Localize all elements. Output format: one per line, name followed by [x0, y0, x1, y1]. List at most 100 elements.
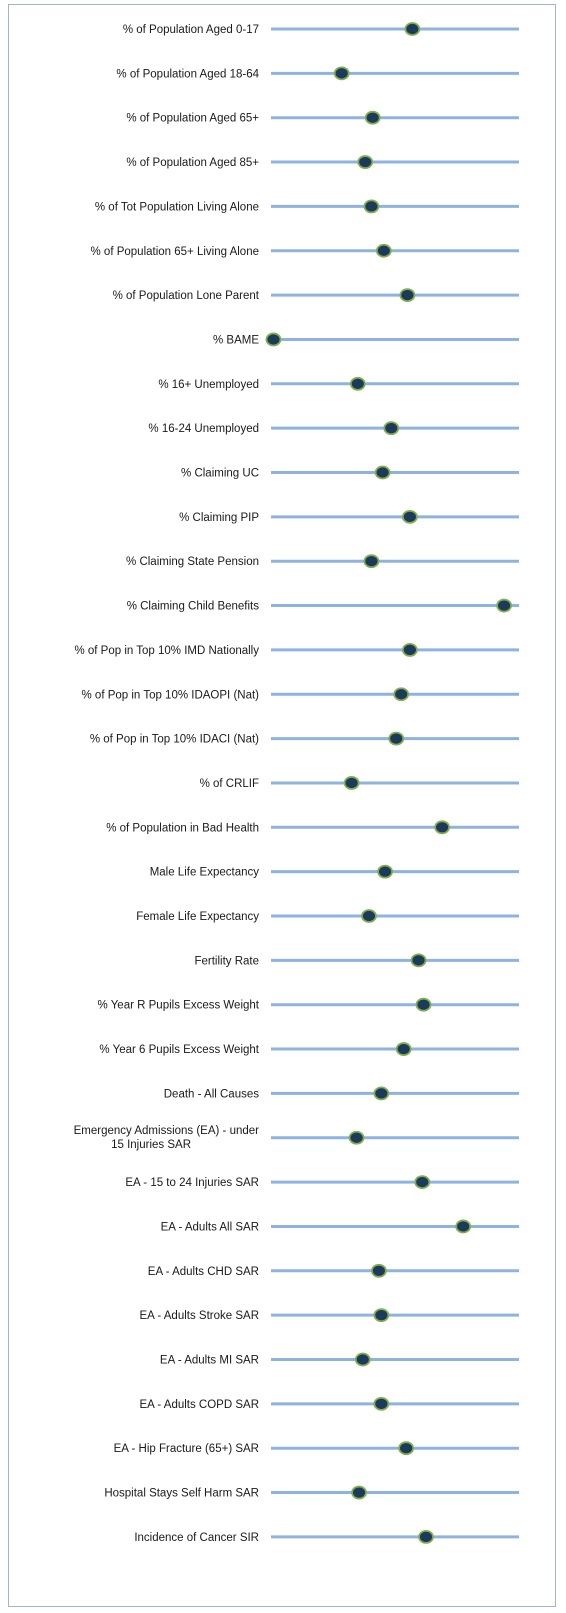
data-point	[393, 687, 410, 702]
data-point	[496, 598, 513, 613]
category-label: % Claiming Child Benefits	[127, 601, 260, 613]
dot-row: % Claiming Child Benefits	[127, 598, 519, 613]
dot-row: % of Population Aged 85+	[126, 155, 519, 169]
data-point	[418, 1530, 434, 1544]
dot-row: EA - Adults MI SAR	[160, 1352, 519, 1367]
dot-row: Hospital Stays Self Harm SAR	[104, 1485, 519, 1500]
dot-row: EA - Adults CHD SAR	[148, 1263, 519, 1278]
category-label: % of Population Aged 0-17	[123, 24, 259, 36]
category-label: Emergency Admissions (EA) - under 15 Inju…	[74, 1125, 260, 1151]
data-point	[343, 776, 360, 790]
dot-row: EA - Hip Fracture (65+) SAR	[114, 1441, 519, 1456]
dot-row: % of Population in Bad Health	[106, 820, 519, 834]
category-label: Hospital Stays Self Harm SAR	[104, 1488, 259, 1500]
data-point	[373, 1086, 390, 1101]
category-label: % of Population Lone Parent	[113, 290, 260, 302]
data-point	[374, 465, 391, 480]
category-label: % of CRLIF	[200, 778, 259, 790]
category-label: % of Population in Bad Health	[106, 822, 259, 834]
category-label: % Year 6 Pupils Excess Weight	[99, 1044, 259, 1056]
data-point	[401, 509, 418, 524]
dot-row: % of Pop in Top 10% IDAOPI (Nat)	[82, 687, 519, 702]
category-label: % Claiming PIP	[179, 512, 259, 524]
data-point	[415, 997, 432, 1012]
data-point	[399, 288, 416, 303]
dot-row: % of Pop in Top 10% IMD Nationally	[74, 643, 519, 657]
category-label: EA - Adults CHD SAR	[148, 1266, 259, 1278]
data-point	[375, 243, 392, 258]
category-label: Male Life Expectancy	[150, 867, 260, 879]
dot-row: Fertility Rate	[194, 953, 519, 968]
category-label: % of Population Aged 85+	[126, 157, 259, 169]
data-point	[398, 1441, 415, 1456]
data-point	[414, 1175, 431, 1189]
category-label: EA - Adults COPD SAR	[139, 1399, 259, 1411]
data-point	[333, 66, 350, 81]
category-label: EA - Adults All SAR	[161, 1221, 259, 1233]
dot-row: % Claiming PIP	[179, 509, 519, 524]
category-label: % Claiming UC	[181, 468, 259, 480]
data-point	[265, 332, 282, 347]
data-point	[410, 953, 427, 968]
data-point	[383, 421, 400, 436]
dot-row: % of Population 65+ Living Alone	[91, 243, 519, 258]
data-point	[363, 199, 380, 214]
category-label: % of Pop in Top 10% IDAOPI (Nat)	[82, 689, 260, 701]
data-point	[373, 1396, 390, 1411]
dot-row: Emergency Admissions (EA) - under 15 Inju…	[74, 1125, 519, 1151]
category-label: % of Population Aged 18-64	[116, 68, 259, 80]
category-label: % of Tot Population Living Alone	[95, 201, 259, 213]
data-point	[354, 1352, 371, 1367]
dot-row: % of Population Aged 65+	[126, 110, 519, 125]
category-label: % Claiming State Pension	[126, 556, 259, 568]
dot-plot-chart: % of Population Aged 0-17 % of Population…	[74, 22, 519, 1544]
dot-row: % Year 6 Pupils Excess Weight	[99, 1042, 519, 1056]
dot-row: EA - Adults Stroke SAR	[139, 1308, 519, 1323]
data-point	[349, 376, 366, 391]
data-point	[361, 909, 377, 923]
dot-row: % Year R Pupils Excess Weight	[97, 997, 519, 1012]
data-point	[455, 1219, 472, 1234]
data-point	[395, 1042, 412, 1056]
category-label: % of Population Aged 65+	[126, 113, 259, 125]
dot-row: EA - 15 to 24 Injuries SAR	[125, 1175, 519, 1189]
category-label: Incidence of Cancer SIR	[134, 1532, 259, 1544]
dot-row: % of Tot Population Living Alone	[95, 199, 519, 214]
category-label: % of Pop in Top 10% IDACI (Nat)	[90, 734, 259, 746]
category-label: % 16-24 Unemployed	[148, 423, 259, 435]
data-point	[373, 1308, 390, 1323]
data-point	[404, 22, 421, 36]
data-point	[370, 1263, 387, 1278]
dot-row: % of Population Aged 0-17	[123, 22, 519, 36]
chart-frame: % of Population Aged 0-17 % of Population…	[8, 4, 556, 1607]
dot-row: % 16-24 Unemployed	[148, 421, 519, 436]
data-point	[357, 155, 374, 169]
dot-row: Incidence of Cancer SIR	[134, 1530, 519, 1544]
category-label: % 16+ Unemployed	[158, 379, 259, 391]
dot-row: % BAME	[213, 332, 519, 347]
dot-row: % Claiming UC	[181, 465, 519, 480]
dot-row: Female Life Expectancy	[136, 909, 519, 923]
data-point	[388, 731, 405, 746]
dot-row: % of Pop in Top 10% IDACI (Nat)	[90, 731, 519, 746]
category-label: % Year R Pupils Excess Weight	[97, 1000, 259, 1012]
category-label: % of Pop in Top 10% IMD Nationally	[74, 645, 259, 657]
category-label: % BAME	[213, 334, 259, 346]
category-label: EA - Hip Fracture (65+) SAR	[114, 1443, 259, 1455]
data-point	[351, 1485, 367, 1500]
dot-row: % Claiming State Pension	[126, 554, 519, 569]
dot-row: Death - All Causes	[164, 1086, 519, 1101]
category-label: Fertility Rate	[194, 955, 259, 967]
data-point	[348, 1130, 365, 1145]
dot-row: % of Population Aged 18-64	[116, 66, 519, 81]
data-point	[364, 110, 381, 125]
dot-row: % of CRLIF	[200, 776, 519, 790]
category-label: EA - Adults Stroke SAR	[139, 1310, 259, 1322]
dot-row: Male Life Expectancy	[150, 864, 519, 879]
category-label: EA - Adults MI SAR	[160, 1355, 259, 1367]
dot-row: EA - Adults All SAR	[161, 1219, 519, 1234]
data-point	[377, 864, 393, 879]
dot-row: % of Population Lone Parent	[113, 288, 519, 303]
data-point	[363, 554, 380, 569]
category-label: Death - All Causes	[164, 1088, 259, 1100]
